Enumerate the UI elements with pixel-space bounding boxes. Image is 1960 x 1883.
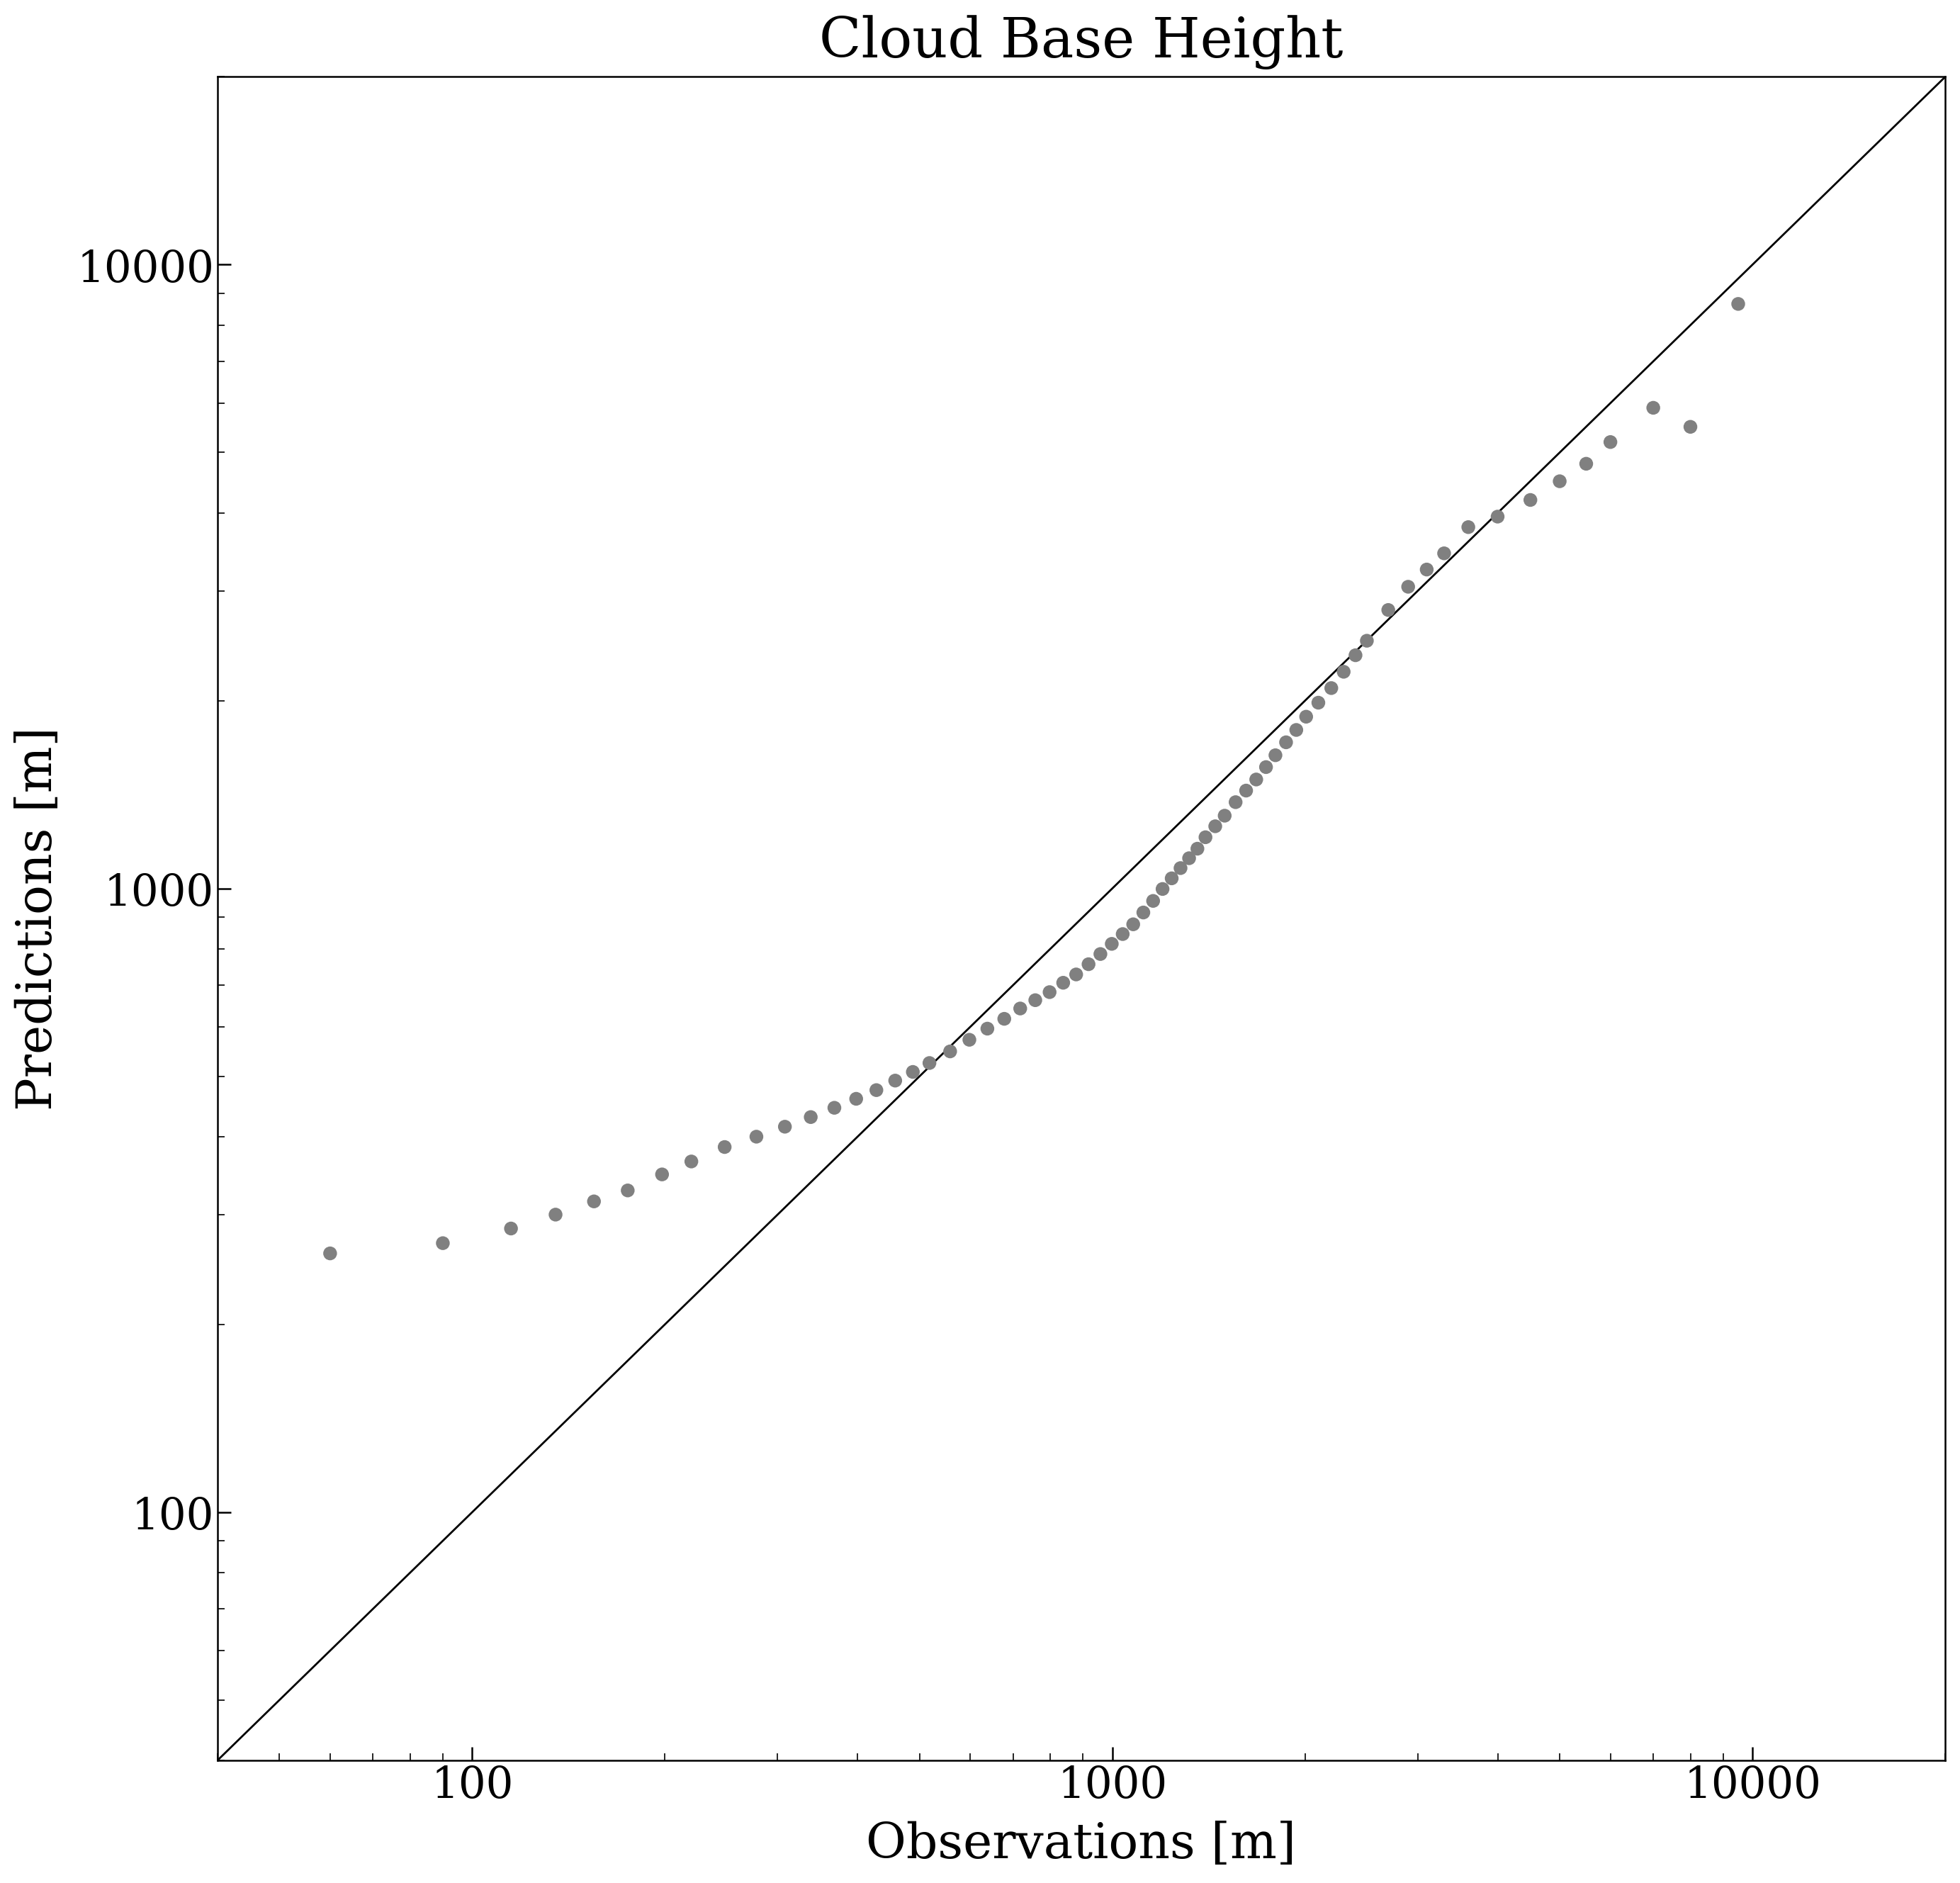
Point [1060, 958, 1092, 989]
Point [880, 1066, 911, 1096]
X-axis label: Observations [m]: Observations [m] [866, 1821, 1296, 1868]
Point [1482, 501, 1513, 531]
Point [741, 1122, 772, 1152]
Point [539, 1199, 570, 1230]
Point [1303, 687, 1335, 717]
Point [676, 1147, 708, 1177]
Point [955, 1024, 986, 1054]
Point [1182, 834, 1213, 864]
Point [1072, 949, 1103, 979]
Point [860, 1075, 892, 1105]
Point [1035, 977, 1066, 1007]
Point [1250, 751, 1282, 781]
Point [1674, 412, 1705, 443]
Point [819, 1092, 851, 1122]
Point [1350, 625, 1382, 655]
Point [1174, 844, 1205, 874]
Point [1341, 640, 1372, 670]
Point [1156, 862, 1188, 893]
Title: Cloud Base Height: Cloud Base Height [819, 15, 1343, 70]
Point [1231, 776, 1262, 806]
Point [1544, 467, 1576, 497]
Point [1570, 448, 1601, 478]
Point [972, 1013, 1004, 1043]
Y-axis label: Predictions [m]: Predictions [m] [16, 727, 63, 1111]
Point [1019, 985, 1051, 1015]
Point [710, 1132, 741, 1162]
Point [1164, 853, 1196, 883]
Point [427, 1228, 459, 1258]
Point [1241, 764, 1272, 795]
Point [1047, 968, 1078, 998]
Point [1411, 554, 1443, 584]
Point [1200, 812, 1231, 842]
Point [647, 1160, 678, 1190]
Point [1429, 539, 1460, 569]
Point [1329, 657, 1360, 687]
Point [1147, 874, 1178, 904]
Point [578, 1186, 610, 1216]
Point [1595, 427, 1627, 458]
Point [1190, 823, 1221, 853]
Point [1219, 787, 1250, 817]
Point [1117, 909, 1149, 940]
Point [988, 1004, 1019, 1034]
Point [1290, 702, 1321, 732]
Point [768, 1111, 800, 1141]
Point [612, 1175, 643, 1205]
Point [1005, 994, 1037, 1024]
Point [841, 1085, 872, 1115]
Point [898, 1056, 929, 1086]
Point [1392, 572, 1423, 603]
Point [1137, 885, 1168, 915]
Point [1723, 288, 1754, 318]
Point [913, 1049, 945, 1079]
Point [1515, 486, 1546, 516]
Point [796, 1102, 827, 1132]
Point [1209, 800, 1241, 830]
Point [1084, 940, 1115, 970]
Point [314, 1239, 345, 1269]
Point [1096, 928, 1127, 958]
Point [1260, 740, 1292, 770]
Point [1127, 898, 1158, 928]
Point [496, 1213, 527, 1243]
Point [1107, 919, 1139, 949]
Point [1315, 672, 1347, 702]
Point [1280, 716, 1311, 746]
Point [1270, 727, 1301, 757]
Point [1639, 394, 1670, 424]
Point [1372, 595, 1403, 625]
Point [935, 1036, 966, 1066]
Point [1452, 512, 1484, 542]
